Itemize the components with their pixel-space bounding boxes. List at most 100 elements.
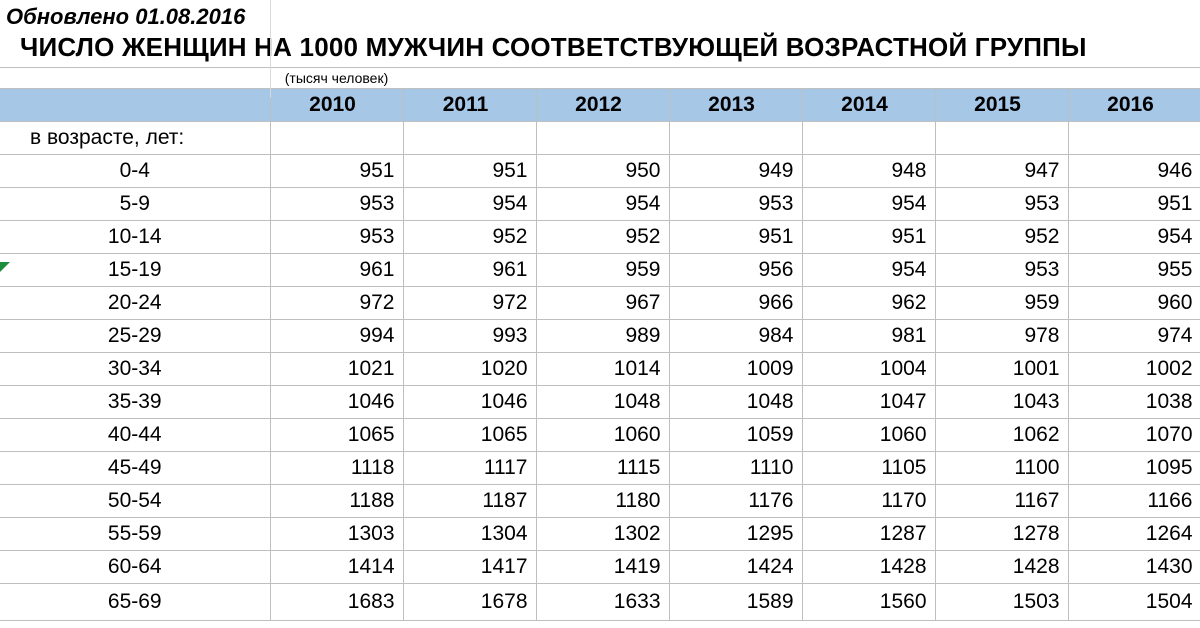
value-cell: 960 (1068, 287, 1200, 320)
value-cell: 953 (270, 221, 403, 254)
value-cell: 993 (403, 320, 536, 353)
value-cell: 1001 (935, 353, 1068, 386)
value-cell: 1100 (935, 452, 1068, 485)
value-cell: 1295 (669, 518, 802, 551)
table-row: 5-9953954954953954953951 (0, 188, 1200, 221)
value-cell: 1170 (802, 485, 935, 518)
value-cell: 1287 (802, 518, 935, 551)
value-cell: 1047 (802, 386, 935, 419)
value-cell: 953 (935, 254, 1068, 287)
value-cell: 1048 (536, 386, 669, 419)
empty-cell (669, 122, 802, 155)
age-group-label: 55-59 (0, 518, 270, 551)
table-row-partial: 65-691683167816331589156015031504 (0, 584, 1200, 621)
value-cell: 1002 (1068, 353, 1200, 386)
value-cell: 972 (403, 287, 536, 320)
value-cell: 1414 (270, 551, 403, 584)
age-group-label: 50-54 (0, 485, 270, 518)
value-cell: 966 (669, 287, 802, 320)
value-cell: 1043 (935, 386, 1068, 419)
empty-cell (935, 122, 1068, 155)
value-cell: 1303 (270, 518, 403, 551)
table-row: 45-491118111711151110110511001095 (0, 452, 1200, 485)
age-group-label: 20-24 (0, 287, 270, 320)
value-cell: 956 (669, 254, 802, 287)
value-cell: 951 (669, 221, 802, 254)
table-row: 55-591303130413021295128712781264 (0, 518, 1200, 551)
value-cell: 954 (1068, 221, 1200, 254)
updated-label: Обновлено 01.08.2016 (0, 0, 1200, 30)
value-cell: 1065 (270, 419, 403, 452)
value-cell: 1633 (536, 584, 669, 621)
value-cell: 954 (536, 188, 669, 221)
spreadsheet-view: Обновлено 01.08.2016 ЧИСЛО ЖЕНЩИН НА 100… (0, 0, 1200, 628)
value-cell: 1430 (1068, 551, 1200, 584)
value-cell: 1166 (1068, 485, 1200, 518)
table-row: 10-14953952952951951952954 (0, 221, 1200, 254)
value-cell: 1115 (536, 452, 669, 485)
row-header-line: в возрасте, лет: (0, 122, 1200, 155)
empty-cell (536, 122, 669, 155)
value-cell: 1105 (802, 452, 935, 485)
empty-cell (802, 122, 935, 155)
value-cell: 978 (935, 320, 1068, 353)
year-header: 2013 (669, 89, 802, 122)
value-cell: 1118 (270, 452, 403, 485)
value-cell: 954 (403, 188, 536, 221)
value-cell: 972 (270, 287, 403, 320)
value-cell: 1009 (669, 353, 802, 386)
subtitle: (тысяч человек) (270, 68, 403, 88)
age-group-label: 65-69 (0, 584, 270, 621)
age-group-label: 5-9 (0, 188, 270, 221)
value-cell: 955 (1068, 254, 1200, 287)
table-row: 25-29994993989984981978974 (0, 320, 1200, 353)
value-cell: 1046 (270, 386, 403, 419)
year-header: 2014 (802, 89, 935, 122)
value-cell: 984 (669, 320, 802, 353)
age-group-label: 30-34 (0, 353, 270, 386)
value-cell: 948 (802, 155, 935, 188)
age-group-label: 15-19 (0, 254, 270, 287)
value-cell: 1302 (536, 518, 669, 551)
year-header: 2016 (1068, 89, 1200, 122)
age-group-label: 35-39 (0, 386, 270, 419)
value-cell: 951 (1068, 188, 1200, 221)
age-group-label: 25-29 (0, 320, 270, 353)
empty-cell (403, 122, 536, 155)
header-corner (0, 89, 270, 122)
age-group-label: 10-14 (0, 221, 270, 254)
year-header: 2012 (536, 89, 669, 122)
row-header-label: в возрасте, лет: (0, 122, 270, 155)
age-group-label: 45-49 (0, 452, 270, 485)
value-cell: 953 (270, 188, 403, 221)
age-group-label: 0-4 (0, 155, 270, 188)
value-cell: 1095 (1068, 452, 1200, 485)
empty-cell (1068, 122, 1200, 155)
value-cell: 1428 (935, 551, 1068, 584)
age-group-label: 40-44 (0, 419, 270, 452)
value-cell: 1264 (1068, 518, 1200, 551)
value-cell: 946 (1068, 155, 1200, 188)
value-cell: 1070 (1068, 419, 1200, 452)
value-cell: 1417 (403, 551, 536, 584)
value-cell: 1424 (669, 551, 802, 584)
value-cell: 1004 (802, 353, 935, 386)
value-cell: 951 (270, 155, 403, 188)
value-cell: 961 (270, 254, 403, 287)
table-row: 20-24972972967966962959960 (0, 287, 1200, 320)
value-cell: 1419 (536, 551, 669, 584)
value-cell: 1188 (270, 485, 403, 518)
value-cell: 1110 (669, 452, 802, 485)
page-title: ЧИСЛО ЖЕНЩИН НА 1000 МУЖЧИН СООТВЕТСТВУЮ… (0, 30, 1087, 67)
value-cell: 1504 (1068, 584, 1200, 621)
table-row: 35-391046104610481048104710431038 (0, 386, 1200, 419)
value-cell: 1048 (669, 386, 802, 419)
table-row: 15-19961961959956954953955 (0, 254, 1200, 287)
value-cell: 1560 (802, 584, 935, 621)
value-cell: 952 (403, 221, 536, 254)
value-cell: 1180 (536, 485, 669, 518)
value-cell: 1014 (536, 353, 669, 386)
table-row: 50-541188118711801176117011671166 (0, 485, 1200, 518)
value-cell: 967 (536, 287, 669, 320)
value-cell: 1589 (669, 584, 802, 621)
